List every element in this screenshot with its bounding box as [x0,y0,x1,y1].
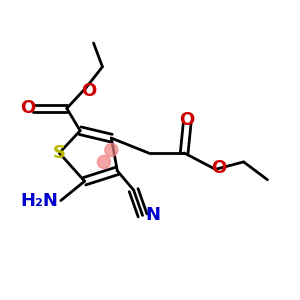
Text: N: N [146,206,160,224]
Circle shape [105,143,118,157]
Text: O: O [20,99,36,117]
Circle shape [98,155,110,168]
Text: S: S [53,144,66,162]
Text: O: O [179,111,195,129]
Text: H₂N: H₂N [20,191,58,209]
Text: O: O [211,159,226,177]
Text: O: O [81,82,97,100]
